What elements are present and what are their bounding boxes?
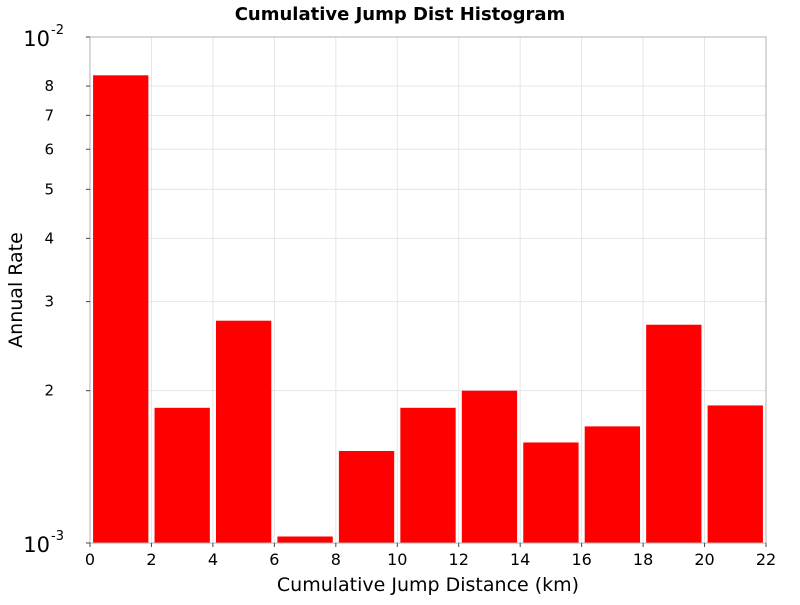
histogram-bar — [707, 405, 763, 543]
histogram-bar — [461, 390, 518, 543]
y-decade-exponent: -2 — [51, 23, 64, 38]
histogram-bar — [215, 320, 272, 543]
plot-frame — [89, 36, 767, 544]
histogram-bar — [646, 324, 702, 543]
y-tick-label: 4 — [44, 229, 54, 247]
y-decade-label: 10 — [23, 27, 50, 51]
x-tick-label: 22 — [756, 550, 776, 569]
x-tick-label: 16 — [571, 550, 591, 569]
y-decade-label: 10 — [23, 533, 50, 557]
x-tick-label: 0 — [85, 550, 95, 569]
y-axis-label: Annual Rate — [5, 232, 27, 348]
x-tick-label: 14 — [510, 550, 530, 569]
y-tick-label: 6 — [44, 140, 54, 158]
x-axis-label: Cumulative Jump Distance (km) — [277, 574, 579, 596]
y-tick-label: 8 — [44, 77, 54, 95]
histogram-bar — [277, 536, 333, 543]
x-tick-label: 10 — [387, 550, 407, 569]
histogram-bar — [523, 442, 579, 543]
y-tick-label: 5 — [44, 180, 54, 198]
x-tick-label: 6 — [269, 550, 279, 569]
y-decade-exponent: -3 — [51, 529, 64, 544]
chart-title: Cumulative Jump Dist Histogram — [235, 4, 566, 25]
histogram-bar — [154, 407, 210, 543]
x-tick-label: 12 — [449, 550, 469, 569]
y-tick-label: 7 — [44, 106, 54, 124]
histogram-bar — [400, 407, 456, 543]
histogram-bar — [93, 75, 149, 543]
x-tick-label: 8 — [331, 550, 341, 569]
x-tick-label: 18 — [633, 550, 653, 569]
x-tick-label: 2 — [146, 550, 156, 569]
y-tick-label: 3 — [44, 293, 54, 311]
x-axis-ticks: 0 2 4 6 8 10 12 14 16 18 20 22 — [85, 543, 776, 569]
grid-layer — [90, 37, 766, 543]
x-tick-label: 4 — [208, 550, 218, 569]
x-tick-label: 20 — [694, 550, 714, 569]
y-tick-label: 2 — [44, 382, 54, 400]
histogram-bar — [338, 450, 395, 543]
bars-layer — [93, 75, 763, 543]
histogram-bar — [584, 426, 641, 543]
